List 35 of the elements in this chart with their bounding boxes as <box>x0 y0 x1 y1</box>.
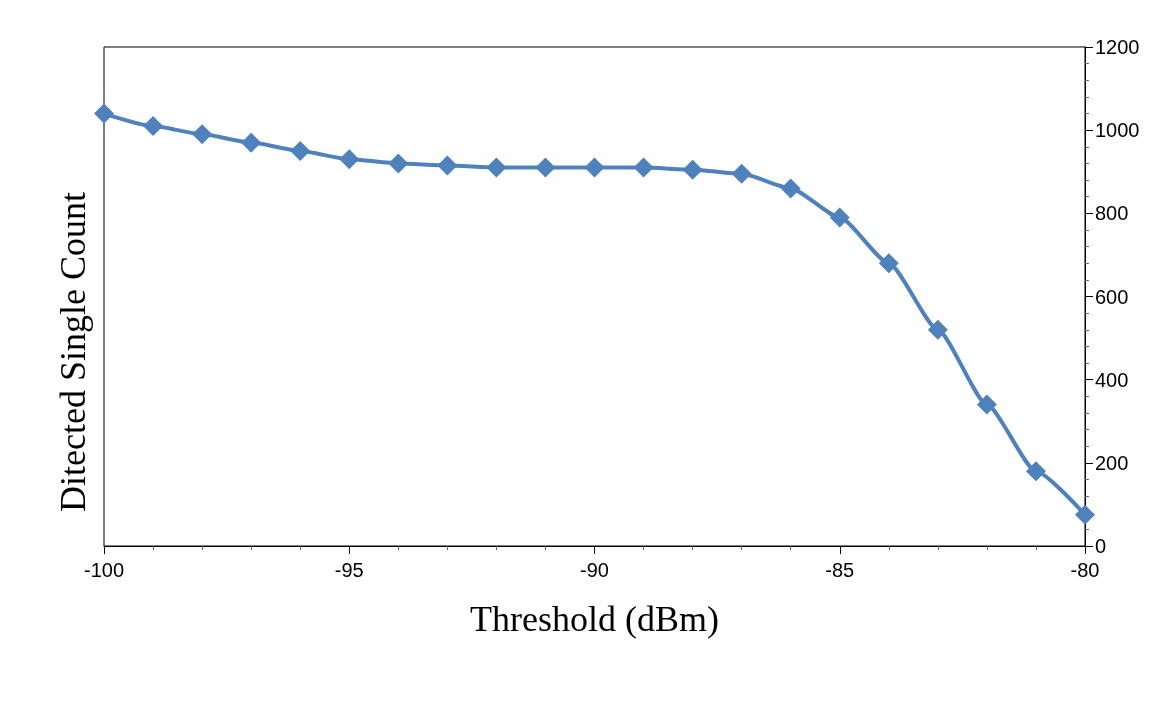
point <box>976 394 997 415</box>
x-tick-label: -95 <box>334 559 364 581</box>
point <box>437 155 458 176</box>
point <box>535 157 556 178</box>
x-tick-label: -80 <box>1070 559 1100 581</box>
point <box>1075 504 1095 525</box>
point <box>388 153 409 174</box>
y-tick-label: 400 <box>1095 368 1129 391</box>
x-tick-label: -90 <box>580 559 609 581</box>
point <box>94 103 114 124</box>
point <box>878 253 899 274</box>
x-tick-label: -85 <box>825 559 855 581</box>
y-tick-label: 600 <box>1095 285 1129 308</box>
point <box>290 140 311 161</box>
point <box>633 157 654 178</box>
point <box>192 124 213 145</box>
y-tick-label: 1200 <box>1095 36 1140 58</box>
point <box>927 319 948 340</box>
point <box>731 163 752 184</box>
y-tick-label: 0 <box>1095 535 1107 557</box>
point <box>486 157 507 178</box>
y-tick-label: 800 <box>1095 202 1129 225</box>
x-tick-label: -100 <box>83 559 125 581</box>
x-axis-title: Threshold (dBm) <box>470 599 719 639</box>
point <box>682 159 703 180</box>
y-tick-label: 200 <box>1095 451 1129 474</box>
point <box>584 157 605 178</box>
point <box>339 149 360 170</box>
point <box>1025 461 1046 482</box>
y-axis-title: Ditected Single Count <box>53 192 93 512</box>
y-tick-label: 1000 <box>1095 119 1140 142</box>
point <box>143 116 164 137</box>
point <box>241 132 262 153</box>
point <box>829 207 850 228</box>
point <box>780 178 801 199</box>
